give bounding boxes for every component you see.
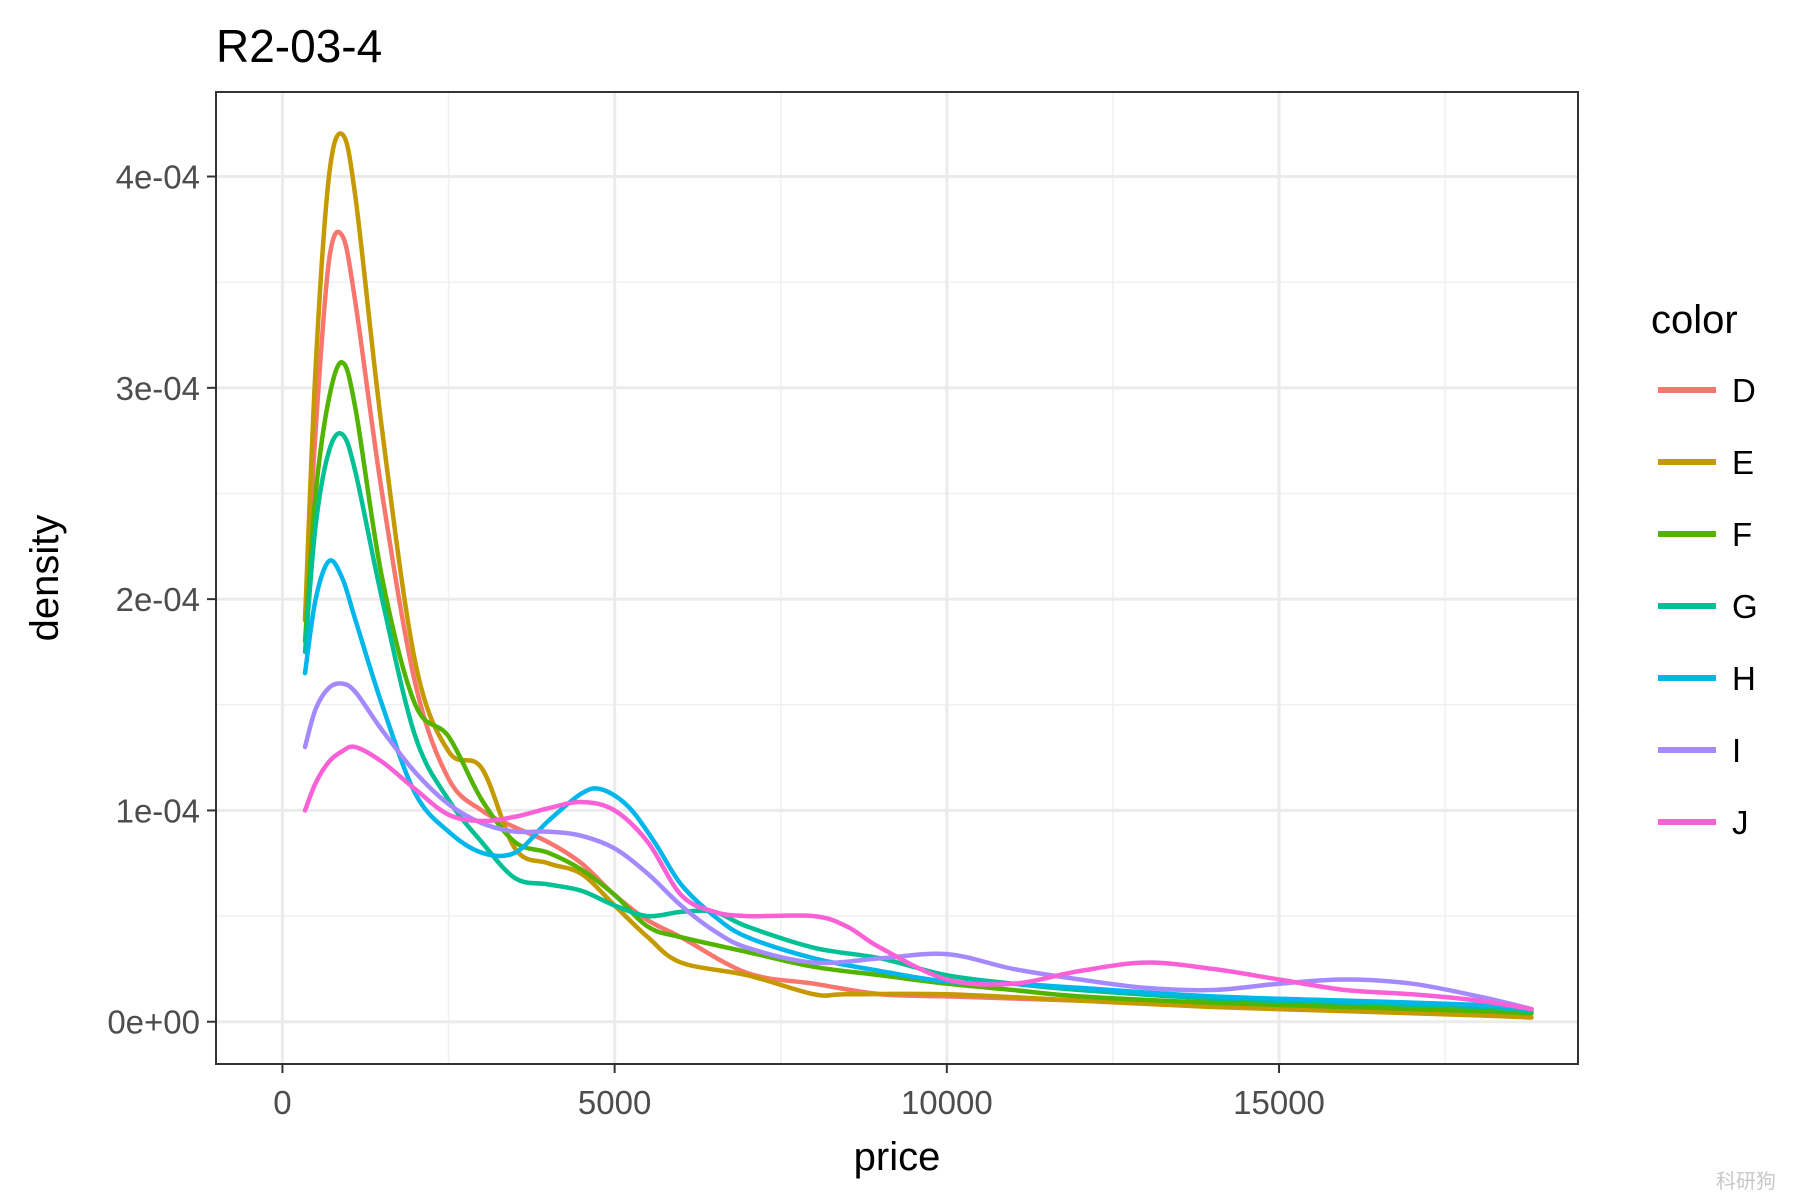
legend-label-H: H (1732, 660, 1756, 697)
legend-label-D: D (1732, 372, 1756, 409)
major-gridlines (216, 92, 1578, 1064)
y-tick-label: 3e-04 (116, 370, 200, 407)
legend-label-F: F (1732, 516, 1752, 553)
y-axis-ticks: 0e+00 1e-04 2e-04 3e-04 4e-04 (107, 159, 216, 1041)
density-line-H (302, 558, 1534, 1012)
x-tick-label: 5000 (578, 1084, 651, 1121)
density-line-F (302, 360, 1534, 1016)
y-tick-label: 4e-04 (116, 159, 200, 196)
legend-label-J: J (1732, 804, 1749, 841)
x-tick-label: 15000 (1233, 1084, 1325, 1121)
y-tick-label: 0e+00 (107, 1004, 200, 1041)
density-line-E (302, 131, 1534, 1020)
density-line-J (302, 744, 1534, 1012)
y-tick-label: 2e-04 (116, 581, 200, 618)
legend-label-E: E (1732, 444, 1754, 481)
plot-panel-border (215, 91, 1579, 1065)
chart-title: R2-03-4 (216, 20, 382, 72)
density-line-I (302, 681, 1534, 1012)
x-tick-label: 0 (273, 1084, 291, 1121)
density-line-G (302, 431, 1534, 1014)
density-lines (302, 131, 1534, 1020)
legend-label-I: I (1732, 732, 1741, 769)
y-axis-title: density (23, 515, 67, 642)
legend-title: color (1651, 298, 1738, 342)
legend-label-G: G (1732, 588, 1758, 625)
minor-gridlines (216, 92, 1578, 1064)
x-tick-label: 10000 (901, 1084, 993, 1121)
x-axis-ticks: 0 5000 10000 15000 (273, 1064, 1325, 1121)
watermark: 科研狗 (1716, 1170, 1776, 1193)
x-axis-title: price (854, 1135, 941, 1179)
y-tick-label: 1e-04 (116, 792, 200, 829)
